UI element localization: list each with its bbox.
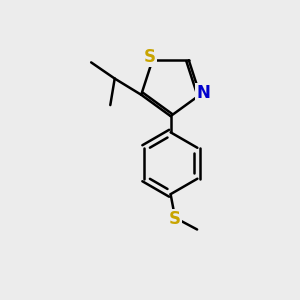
Text: N: N [196,84,210,102]
Text: S: S [169,210,181,228]
Text: S: S [144,48,156,66]
